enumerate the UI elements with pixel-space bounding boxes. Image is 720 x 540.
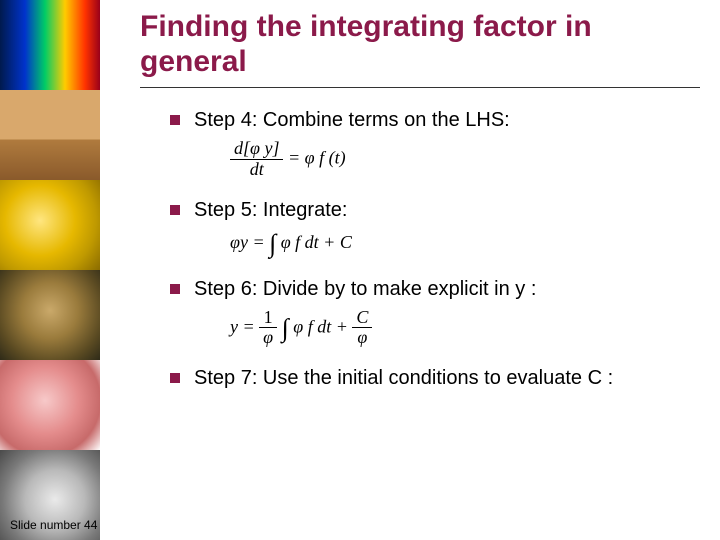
slide-title: Finding the integrating factor in genera…: [140, 10, 700, 79]
step-text: Step 6: Divide by to make explicit in y …: [194, 277, 536, 302]
sidebar-thumbnails: [0, 0, 100, 540]
slide-number: Slide number 44: [10, 518, 97, 532]
step-row: Step 7: Use the initial conditions to ev…: [170, 366, 700, 391]
leopard-image: [0, 270, 100, 360]
heatmap-image: [0, 0, 100, 90]
goldbars-image: [0, 180, 100, 270]
liver-image: [0, 360, 100, 450]
step-item: Step 6: Divide by to make explicit in y …: [170, 277, 700, 357]
bullet-icon: [170, 284, 180, 294]
slide-main: Finding the integrating factor in genera…: [140, 10, 700, 391]
equation: y = 1φ ∫ φ f dt + Cφ: [230, 308, 700, 349]
step-text: Step 5: Integrate:: [194, 198, 347, 223]
step-row: Step 4: Combine terms on the LHS:: [170, 108, 700, 133]
step-text: Step 7: Use the initial conditions to ev…: [194, 366, 613, 391]
oilpump-image: [0, 90, 100, 180]
step-row: Step 5: Integrate:: [170, 198, 700, 223]
step-item: Step 7: Use the initial conditions to ev…: [170, 366, 700, 391]
bullet-icon: [170, 205, 180, 215]
title-underline: [140, 87, 700, 88]
step-row: Step 6: Divide by to make explicit in y …: [170, 277, 700, 302]
step-text: Step 4: Combine terms on the LHS:: [194, 108, 510, 133]
step-item: Step 5: Integrate: φy = ∫ φ f dt + C: [170, 198, 700, 267]
equation: d[φ y]dt = φ f (t): [230, 139, 700, 180]
steps-list: Step 4: Combine terms on the LHS: d[φ y]d…: [140, 108, 700, 391]
step-item: Step 4: Combine terms on the LHS: d[φ y]d…: [170, 108, 700, 188]
bullet-icon: [170, 115, 180, 125]
bullet-icon: [170, 373, 180, 383]
equation: φy = ∫ φ f dt + C: [230, 229, 700, 259]
